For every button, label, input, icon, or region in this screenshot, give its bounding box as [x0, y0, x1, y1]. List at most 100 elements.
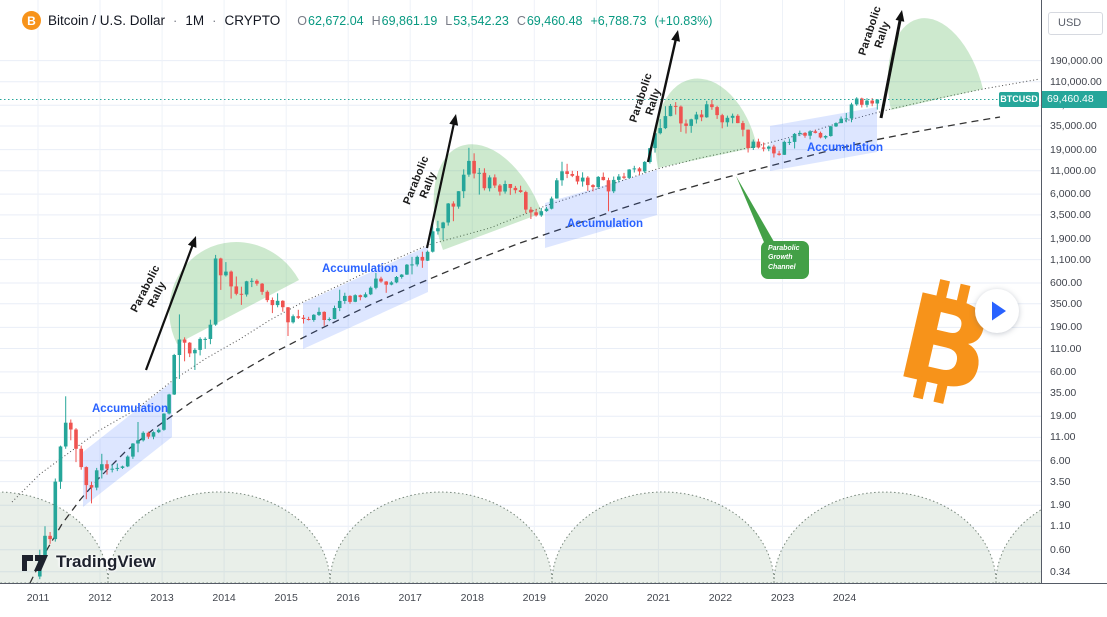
symbol-price-badge[interactable]: BTCUSD	[999, 92, 1039, 107]
accumulation-label[interactable]: Accumulation	[322, 263, 399, 275]
candle-body	[301, 317, 306, 319]
candle-body	[673, 105, 678, 107]
candle-body	[487, 177, 492, 189]
time-axis[interactable]: 2011 2012 2013 2014 2015 2016 2017 2018 2019 2020…	[0, 583, 1107, 617]
candle-body	[586, 177, 590, 186]
candle-body	[317, 311, 321, 315]
parabolic-rally-arrow[interactable]	[144, 242, 195, 371]
high-value: 69,861.19	[381, 13, 438, 28]
parabolic-growth-channel-callout[interactable]: Parabolic Growth Channel	[761, 241, 809, 279]
candle-body	[622, 176, 626, 178]
candle-body	[580, 177, 585, 182]
tradingview-watermark[interactable]: TradingView	[22, 551, 156, 572]
candle-body	[94, 470, 99, 488]
price-tick-label: 1,100.00	[1050, 253, 1091, 266]
candle-body	[420, 256, 425, 261]
candle-body	[281, 300, 285, 308]
interval-label[interactable]: 1M	[185, 13, 205, 28]
candle-body	[43, 535, 47, 556]
channel-upper-dotted-line[interactable]	[11, 78, 1041, 503]
candle-body	[343, 295, 347, 301]
parabolic-top-dome[interactable]	[433, 144, 542, 250]
parabolic-top-dome[interactable]	[655, 78, 757, 168]
candle-body	[493, 177, 497, 186]
chart-legend[interactable]: B Bitcoin / U.S. Dollar · 1M · CRYPTO O6…	[22, 11, 712, 30]
currency-toggle-button[interactable]: USD	[1048, 12, 1103, 35]
candle-body	[472, 160, 476, 174]
year-tick-label: 2024	[832, 592, 857, 604]
parabolic-top-dome[interactable]	[887, 18, 983, 110]
bitcoin-icon: B	[22, 11, 41, 30]
candle-body	[642, 161, 647, 172]
growth-channel-arc[interactable]	[329, 491, 553, 583]
price-tick-label: 6.00	[1050, 454, 1071, 467]
price-tick-label: 19,000.00	[1050, 143, 1097, 156]
candle-body	[327, 319, 332, 320]
candle-body	[177, 339, 182, 355]
candle-body	[849, 104, 854, 119]
price-tick-label: 190.00	[1050, 321, 1083, 334]
symbol-title[interactable]: Bitcoin / U.S. Dollar	[48, 13, 166, 28]
accumulation-zone[interactable]	[770, 107, 877, 171]
candle-body	[513, 187, 518, 191]
candle-body	[596, 176, 600, 187]
candle-body	[182, 339, 187, 343]
growth-channel-arc[interactable]	[995, 492, 1041, 583]
candle-body	[653, 133, 657, 149]
accumulation-label[interactable]: Accumulation	[807, 142, 884, 154]
price-tick-label: 110.00	[1050, 342, 1082, 355]
candle-body	[368, 287, 373, 295]
year-tick-label: 2019	[522, 592, 546, 604]
candle-body	[348, 295, 352, 302]
parabolic-rally-arrow[interactable]	[879, 16, 903, 119]
candle-body	[441, 222, 445, 229]
candle-body	[632, 168, 637, 170]
parabolic-rally-arrow[interactable]	[646, 36, 678, 163]
candle-body	[89, 485, 94, 488]
candle-body	[704, 104, 709, 118]
price-tick-label: 0.60	[1050, 543, 1071, 556]
last-price-label[interactable]: 69,460.48	[1042, 91, 1107, 108]
candle-body	[617, 176, 621, 180]
accumulation-zone[interactable]	[83, 382, 172, 507]
play-button[interactable]	[975, 289, 1019, 333]
candle-body	[105, 464, 109, 469]
low-label: L	[445, 13, 453, 28]
close-label: C	[516, 13, 526, 28]
candle-body	[430, 231, 435, 252]
growth-channel-arc[interactable]	[107, 491, 331, 583]
price-axis[interactable]: USD 69,460.48 190,000.00110,000.0060,000…	[1041, 0, 1107, 583]
chart-plot-area[interactable]: B Bitcoin / U.S. Dollar · 1M · CRYPTO O6…	[0, 0, 1041, 583]
candle-body	[322, 311, 326, 320]
candle-body	[265, 291, 270, 301]
candle-body	[131, 443, 135, 457]
accumulation-label[interactable]: Accumulation	[92, 403, 169, 415]
candle-body	[518, 190, 523, 192]
candle-body	[218, 258, 223, 276]
candle-body	[725, 117, 730, 123]
accumulation-zone[interactable]	[545, 170, 657, 248]
growth-channel-arc[interactable]	[551, 491, 775, 583]
candle-body	[679, 106, 683, 124]
price-tick-label: 19.00	[1050, 410, 1077, 423]
parabolic-rally-arrow[interactable]	[425, 120, 456, 249]
accumulation-label[interactable]: Accumulation	[567, 218, 644, 230]
candle-body	[353, 295, 357, 302]
candle-body	[151, 432, 156, 437]
candle-body	[606, 180, 611, 192]
candle-body	[829, 126, 833, 136]
candle-body	[865, 100, 869, 105]
arrowhead	[187, 236, 197, 248]
candle-body	[524, 192, 528, 210]
parabolic-top-dome[interactable]	[169, 242, 299, 344]
price-tick-label: 110,000.00	[1050, 75, 1102, 88]
price-tick-label: 11.00	[1050, 431, 1076, 444]
channel-lower-dashed-line[interactable]	[29, 116, 1001, 583]
tradingview-watermark-text: TradingView	[56, 551, 156, 571]
growth-channel-arc[interactable]	[773, 491, 997, 583]
year-tick-label: 2020	[584, 592, 609, 604]
candle-body	[529, 209, 533, 213]
candle-body	[255, 280, 259, 284]
open-label: O	[297, 13, 308, 28]
candle-body	[203, 338, 207, 340]
